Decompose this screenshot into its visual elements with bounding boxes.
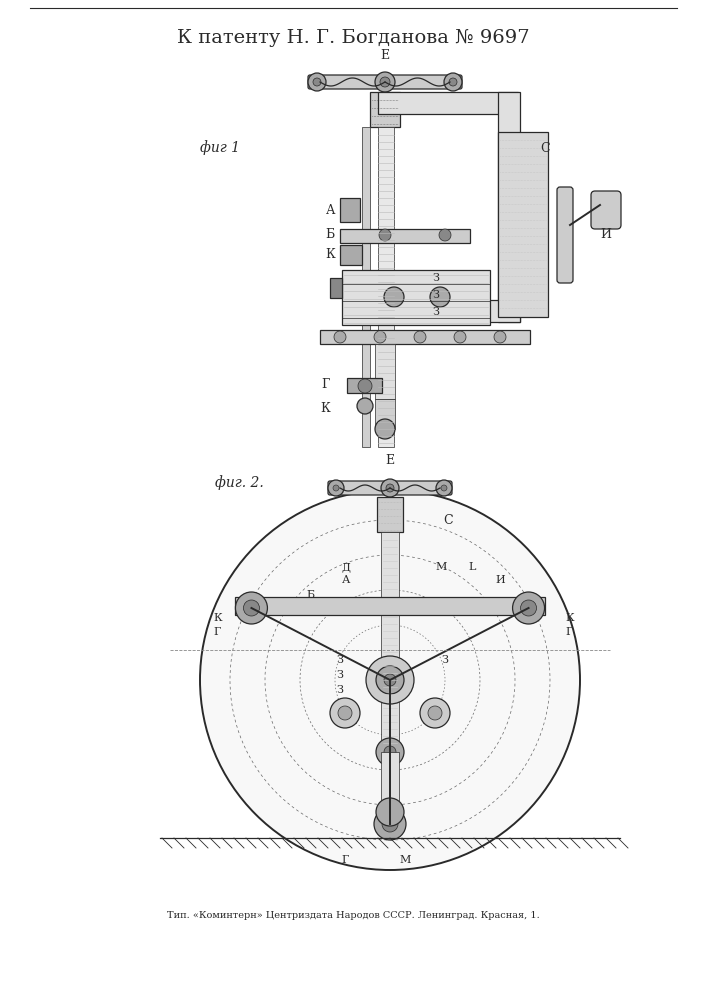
Circle shape	[449, 78, 457, 86]
Circle shape	[308, 73, 326, 91]
Text: А: А	[325, 204, 335, 217]
Text: фиг 1: фиг 1	[200, 141, 240, 155]
Text: З: З	[432, 273, 439, 283]
FancyBboxPatch shape	[557, 187, 573, 283]
Circle shape	[384, 674, 396, 686]
Text: Б: Б	[326, 229, 335, 241]
Circle shape	[454, 331, 466, 343]
Text: E: E	[380, 49, 390, 62]
Circle shape	[428, 706, 442, 720]
Circle shape	[382, 816, 398, 832]
Circle shape	[235, 592, 267, 624]
Text: И: И	[600, 229, 611, 241]
Text: К: К	[565, 613, 573, 623]
Circle shape	[384, 746, 396, 758]
Text: Г: Г	[322, 378, 330, 391]
Circle shape	[375, 419, 395, 439]
Text: M: M	[435, 562, 446, 572]
FancyBboxPatch shape	[328, 481, 452, 495]
Circle shape	[328, 480, 344, 496]
FancyBboxPatch shape	[591, 191, 621, 229]
Circle shape	[200, 490, 580, 870]
Circle shape	[330, 698, 360, 728]
Text: Г: Г	[213, 627, 221, 637]
Text: C: C	[540, 141, 549, 154]
FancyBboxPatch shape	[308, 75, 462, 89]
Bar	[375, 344, 395, 399]
Bar	[378, 127, 394, 447]
Circle shape	[441, 485, 447, 491]
Circle shape	[520, 600, 537, 616]
Text: З: З	[441, 655, 448, 665]
Bar	[370, 92, 400, 127]
Circle shape	[338, 706, 352, 720]
Circle shape	[374, 331, 386, 343]
Text: L: L	[468, 562, 475, 572]
Bar	[340, 245, 362, 265]
Text: К: К	[320, 401, 330, 414]
Text: Г: Г	[341, 855, 349, 865]
Text: М: М	[399, 855, 411, 865]
Bar	[340, 229, 470, 243]
Circle shape	[380, 77, 390, 87]
Text: E: E	[385, 454, 395, 467]
Text: К: К	[325, 248, 335, 261]
Text: А: А	[341, 575, 350, 585]
Circle shape	[333, 485, 339, 491]
Text: К: К	[213, 613, 221, 623]
Circle shape	[358, 379, 372, 393]
Bar	[381, 532, 399, 752]
Bar	[375, 399, 395, 429]
Circle shape	[313, 78, 321, 86]
Bar	[235, 597, 545, 615]
Bar	[498, 92, 520, 322]
Bar	[340, 198, 360, 222]
Circle shape	[444, 73, 462, 91]
Text: фиг. 2.: фиг. 2.	[215, 476, 264, 490]
Circle shape	[376, 738, 404, 766]
Bar	[394, 300, 520, 322]
Text: И: И	[495, 575, 505, 585]
Circle shape	[334, 331, 346, 343]
Bar	[342, 270, 490, 325]
Circle shape	[420, 698, 450, 728]
Text: C: C	[443, 514, 452, 526]
Circle shape	[381, 479, 399, 497]
Text: З: З	[337, 655, 344, 665]
Circle shape	[243, 600, 259, 616]
Circle shape	[374, 808, 406, 840]
Bar	[330, 278, 342, 298]
Text: З: З	[337, 685, 344, 695]
Circle shape	[379, 229, 391, 241]
Text: З: З	[337, 670, 344, 680]
Circle shape	[376, 798, 404, 826]
Text: Д: Д	[341, 562, 350, 572]
Circle shape	[357, 398, 373, 414]
Bar	[347, 378, 382, 393]
Circle shape	[376, 666, 404, 694]
Text: З: З	[432, 307, 439, 317]
Bar	[378, 92, 518, 114]
Text: Г: Г	[565, 627, 573, 637]
Circle shape	[414, 331, 426, 343]
Text: Б: Б	[307, 590, 315, 600]
Circle shape	[366, 656, 414, 704]
Text: Тип. «Коминтерн» Центриздата Народов СССР. Ленинград. Красная, 1.: Тип. «Коминтерн» Центриздата Народов ССС…	[167, 910, 539, 920]
Bar	[381, 752, 399, 812]
Circle shape	[513, 592, 544, 624]
Circle shape	[436, 480, 452, 496]
Bar	[498, 132, 548, 317]
Circle shape	[375, 72, 395, 92]
Bar	[320, 330, 530, 344]
Text: К патенту Н. Г. Богданова № 9697: К патенту Н. Г. Богданова № 9697	[177, 29, 530, 47]
Circle shape	[430, 287, 450, 307]
Circle shape	[439, 229, 451, 241]
Circle shape	[384, 287, 404, 307]
Bar	[377, 497, 403, 532]
Text: З: З	[432, 290, 439, 300]
Circle shape	[386, 484, 394, 492]
Circle shape	[494, 331, 506, 343]
Bar	[362, 127, 370, 447]
